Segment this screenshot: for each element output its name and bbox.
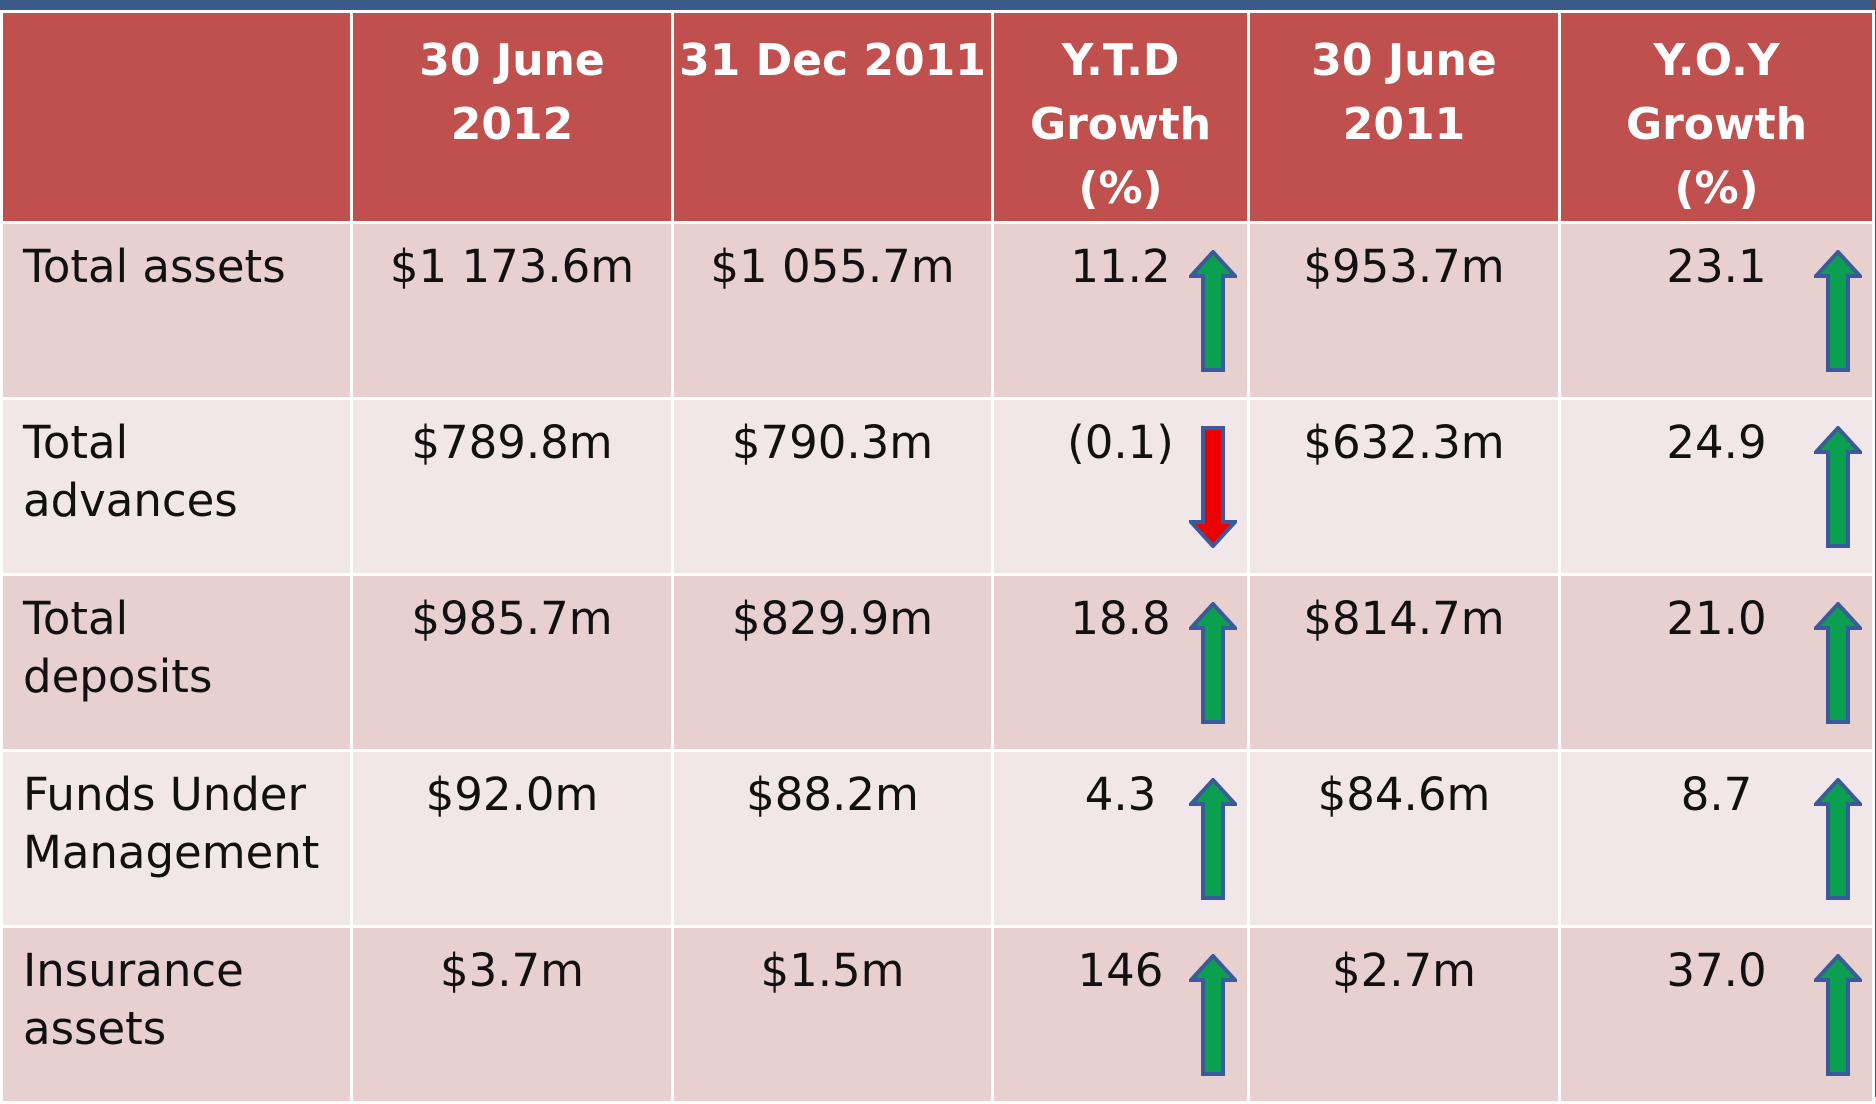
arrow-shape [1189,426,1237,548]
cell: 23.1 [1558,221,1875,400]
arrow-up [1814,954,1862,1076]
cell: 21.0 [1558,573,1875,752]
arrow-shape [1814,778,1862,900]
cell: $1 055.7m [671,221,994,400]
arrow-shape [1814,602,1862,724]
header-cell: 31 Dec 2011 [671,10,994,224]
row-label: Total assets [0,221,353,400]
arrow-shape [1189,778,1237,900]
arrow-up [1189,778,1237,900]
cell: $790.3m [671,397,994,576]
cell: $3.7m [350,925,674,1104]
cell: $88.2m [671,749,994,928]
cell: 18.8 [991,573,1250,752]
cell: 146 [991,925,1250,1104]
header-cell: 30 June 2012 [350,10,674,224]
arrow-shape [1814,250,1862,372]
cell: $829.9m [671,573,994,752]
row-label: Insurance assets [0,925,353,1104]
arrow-up [1189,250,1237,372]
cell: 8.7 [1558,749,1875,928]
data-row: Total advances $789.8m $790.3m (0.1) $632.3m… [0,397,1875,576]
data-row: Total assets $1 173.6m $1 055.7m 11.2 $953.7… [0,221,1875,400]
cell: (0.1) [991,397,1250,576]
header-row: 30 June 2012 31 Dec 2011 Y.T.D Growth (%… [0,10,1875,224]
top-bar [0,0,1876,10]
cell: $985.7m [350,573,674,752]
cell: $2.7m [1247,925,1561,1104]
arrow-up [1814,778,1862,900]
cell: $632.3m [1247,397,1561,576]
data-row: Total deposits $985.7m $829.9m 18.8 $814.7m 2… [0,573,1875,752]
arrow-shape [1189,954,1237,1076]
cell: $92.0m [350,749,674,928]
results-table: 30 June 2012 31 Dec 2011 Y.T.D Growth (%… [0,10,1875,1104]
cell: 24.9 [1558,397,1875,576]
header-cell: Y.O.Y Growth (%) [1558,10,1875,224]
cell: $1.5m [671,925,994,1104]
arrow-up [1189,954,1237,1076]
cell: 37.0 [1558,925,1875,1104]
cell: 11.2 [991,221,1250,400]
cell: $814.7m [1247,573,1561,752]
arrow-up [1814,426,1862,548]
arrow-up [1189,602,1237,724]
arrow-down [1189,426,1237,548]
row-label: Total advances [0,397,353,576]
arrow-shape [1189,250,1237,372]
data-row: Funds Under Management $92.0m $88.2m 4.3 $84… [0,749,1875,928]
cell: $953.7m [1247,221,1561,400]
data-row: Insurance assets $3.7m $1.5m 146 $2.7m 37.0 [0,925,1875,1104]
row-label: Funds Under Management [0,749,353,928]
cell: $789.8m [350,397,674,576]
arrow-shape [1189,602,1237,724]
cell: $1 173.6m [350,221,674,400]
header-cell: Y.T.D Growth (%) [991,10,1250,224]
row-label: Total deposits [0,573,353,752]
right-edge [1872,0,1876,1097]
arrow-shape [1814,954,1862,1076]
cell: $84.6m [1247,749,1561,928]
arrow-shape [1814,426,1862,548]
arrow-up [1814,602,1862,724]
header-cell [0,10,353,224]
cell: 4.3 [991,749,1250,928]
arrow-up [1814,250,1862,372]
header-cell: 30 June 2011 [1247,10,1561,224]
